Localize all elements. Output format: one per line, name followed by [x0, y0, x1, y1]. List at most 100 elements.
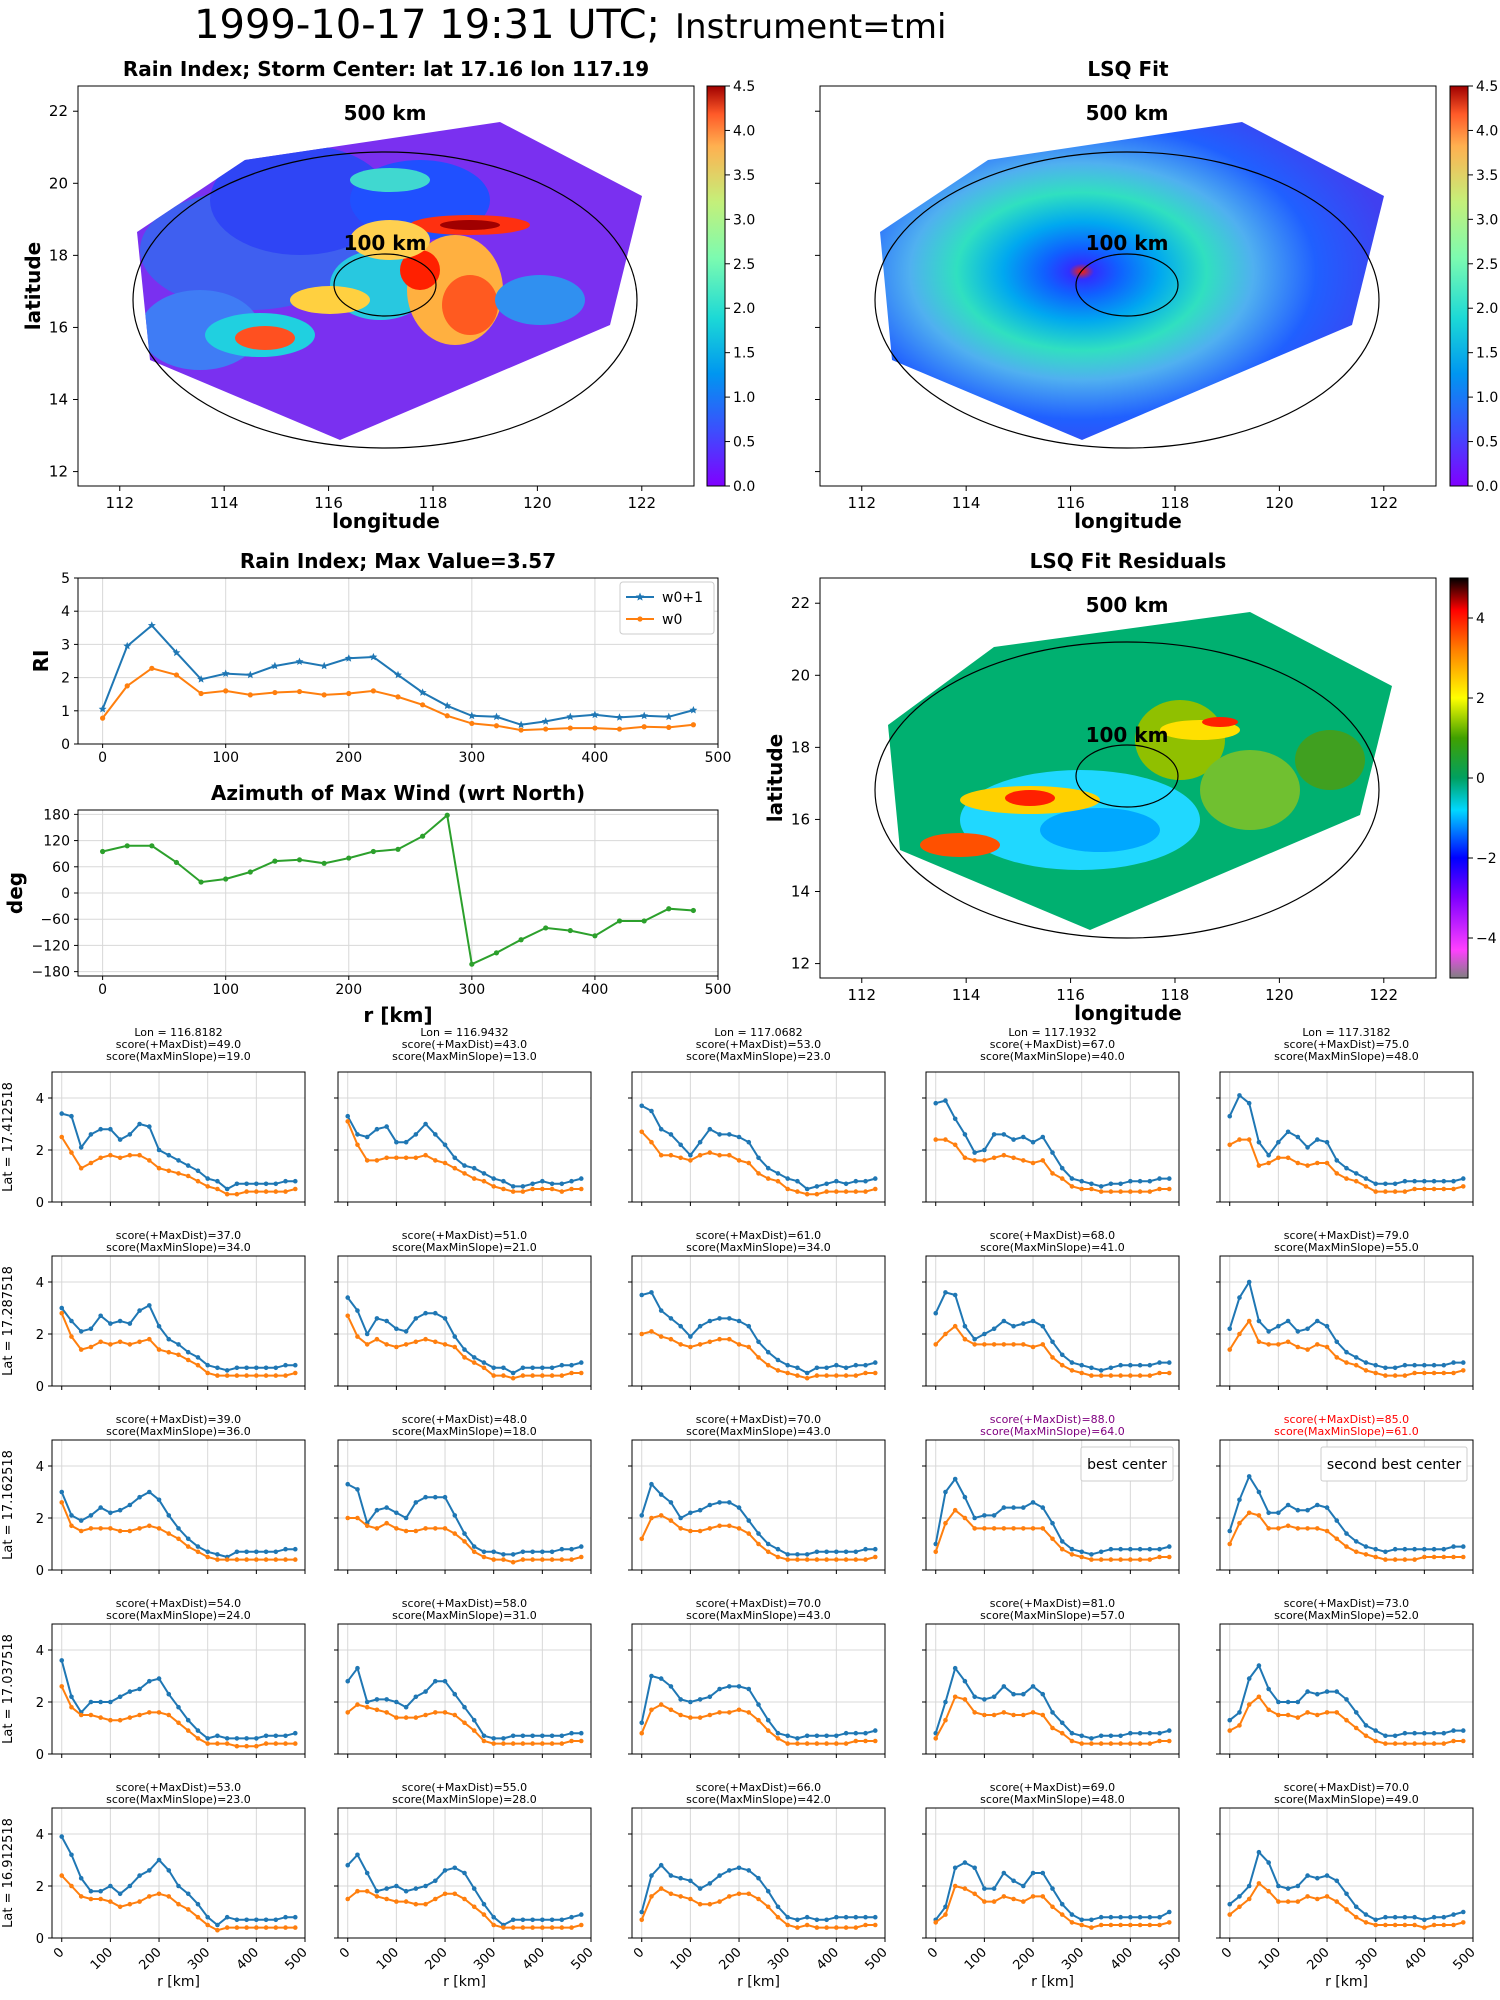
- panel-series-w0-point: [775, 1736, 781, 1741]
- panel-score-maxminslope: score(MaxMinSlope)=36.0: [106, 1425, 251, 1438]
- panel-series-w0p1-point: [292, 1546, 298, 1552]
- panel-series-w0-point: [540, 1186, 545, 1192]
- panel-series-w0-point: [530, 1925, 535, 1930]
- map-xtick-label: 116: [1056, 986, 1085, 1004]
- panel-series-w0p1-point: [462, 1163, 467, 1168]
- panel-series-w0p1-point: [1237, 1894, 1242, 1899]
- panel-series-w0-point: [843, 1373, 849, 1378]
- panel-series-w0p1-point: [1412, 1730, 1417, 1736]
- panel-series-w0p1-point: [1069, 1730, 1075, 1736]
- panel-series-w0-point: [345, 1515, 351, 1521]
- panel-series-w0p1-point: [1118, 1362, 1123, 1368]
- panel-series-w0-point: [88, 1344, 94, 1350]
- panel-series-w0p1-point: [1334, 1158, 1340, 1163]
- panel-series-w0-point: [254, 1189, 259, 1194]
- rain-index-series-1-point: [395, 694, 401, 700]
- panel-series-w0-point: [933, 1920, 939, 1925]
- panel-series-w0-point: [804, 1191, 810, 1197]
- panel-series-w0-point: [1050, 1355, 1055, 1360]
- panel-series-w0p1-point: [688, 1878, 693, 1884]
- map-xtick-label: 118: [1161, 986, 1190, 1004]
- panel-series-w0p1-point: [991, 1694, 997, 1700]
- panel-series-w0-point: [872, 1186, 878, 1192]
- panel-series-w0-point: [1266, 1342, 1271, 1347]
- panel-series-w0-point: [972, 1526, 977, 1531]
- panel-series-w0p1-point: [658, 1308, 664, 1313]
- panel-series-w0p1-point: [205, 1362, 210, 1368]
- panel-series-w0-point: [452, 1531, 458, 1536]
- panel-series-w0-point: [156, 1526, 162, 1531]
- panel-score-maxdist: score(+MaxDist)=39.0: [116, 1413, 241, 1426]
- panel-series-w0p1-point: [991, 1513, 997, 1518]
- panel-series-w0p1-point: [1324, 1873, 1330, 1878]
- panel-series-w0-point: [639, 1129, 645, 1135]
- panel-series-w0-point: [195, 1549, 201, 1555]
- panel-series-w0p1-point: [1422, 1730, 1427, 1736]
- panel-series-w0p1-point: [137, 1121, 142, 1127]
- rain-index-series-1-point: [223, 688, 229, 694]
- azimuth-series-point: [173, 859, 180, 866]
- panel-series-w0-point: [1137, 1741, 1143, 1746]
- panel-series-w0p1-point: [1412, 1546, 1417, 1552]
- panel-series-w0-point: [413, 1528, 419, 1534]
- panel-series-w0-point: [442, 1160, 448, 1166]
- panel-series-w0p1-point: [78, 1875, 84, 1881]
- panel-series-w0p1-point: [195, 1728, 201, 1733]
- panel-series-w0-point: [1098, 1557, 1104, 1562]
- panel-series-w0-point: [658, 1886, 664, 1891]
- panel-series-w0p1-point: [1050, 1150, 1055, 1155]
- panel-series-w0-point: [1059, 1730, 1065, 1736]
- panel-series-w0-point: [491, 1922, 496, 1928]
- plot-frame: [51, 1255, 306, 1387]
- panel-score-maxdist: score(+MaxDist)=51.0: [402, 1229, 527, 1242]
- panel-series-w0p1-point: [1431, 1362, 1437, 1368]
- panel-series-w0-point: [991, 1712, 997, 1718]
- panel-series-w0p1-point: [804, 1914, 810, 1920]
- panel-series-w0p1-point: [462, 1870, 467, 1876]
- panel-series-w0p1-point: [736, 1865, 742, 1871]
- panel-series-w0p1-point: [1305, 1689, 1310, 1694]
- panel-series-w0-point: [413, 1901, 419, 1907]
- panel-series-w0-point: [1098, 1741, 1104, 1746]
- panel-series-w0-point: [1079, 1370, 1084, 1376]
- rain-index-series-1-point: [296, 688, 303, 695]
- panel-series-w0-point: [972, 1710, 977, 1715]
- panel-series-w0-point: [283, 1741, 288, 1746]
- panel-series-w0-point: [863, 1370, 868, 1376]
- panel-series-w0p1-point: [982, 1697, 987, 1702]
- panel-series-w0-point: [804, 1375, 810, 1381]
- panel-series-w0-point: [1050, 1904, 1055, 1910]
- panel-series-w0p1-point: [1147, 1178, 1153, 1184]
- panel-series-w0-point: [244, 1743, 249, 1749]
- panel-series-w0p1-point: [442, 1142, 448, 1148]
- panel-series-w0-point: [403, 1899, 409, 1904]
- panel-series-w0-point: [1059, 1362, 1065, 1368]
- rain-index-series-1-point: [666, 724, 672, 731]
- panel-series-w0p1-point: [166, 1513, 172, 1518]
- panel-series-w0p1-point: [88, 1513, 94, 1518]
- panel-series-w0p1-point: [559, 1733, 565, 1739]
- panel-series-w0-point: [345, 1313, 351, 1319]
- panel-series-w0p1-point: [569, 1730, 574, 1736]
- panel-series-w0-point: [1315, 1712, 1320, 1718]
- panel-series-w0p1-point: [1295, 1507, 1301, 1513]
- panel-series-w0p1-point: [263, 1549, 269, 1555]
- panel-series-w0p1-point: [843, 1549, 849, 1555]
- panel-series-w0p1-point: [1344, 1165, 1349, 1171]
- azimuth-series-point: [395, 846, 401, 852]
- colorbar-tick-label: −4: [1476, 931, 1497, 947]
- plot-area: [632, 1440, 885, 1570]
- panel-series-w0p1-point: [1344, 1531, 1349, 1536]
- panel-series-w0p1-point: [127, 1321, 133, 1326]
- panel-series-w0p1-point: [1079, 1917, 1084, 1923]
- panel-series-w0p1-point: [668, 1873, 674, 1878]
- panel-series-w0p1-point: [471, 1886, 477, 1891]
- panel-series-w0-point: [108, 1717, 113, 1723]
- panel-series-w0-point: [1147, 1557, 1153, 1562]
- panel-score-maxminslope: score(MaxMinSlope)=28.0: [392, 1793, 537, 1806]
- panel-score-maxminslope: score(MaxMinSlope)=34.0: [106, 1241, 251, 1254]
- rain-index-series-0-point: [295, 657, 304, 665]
- panel-series-w0p1-point: [1246, 1279, 1252, 1285]
- colorbar-tick-label: 0.5: [1476, 435, 1498, 451]
- panel-series-w0-point: [1166, 1738, 1172, 1744]
